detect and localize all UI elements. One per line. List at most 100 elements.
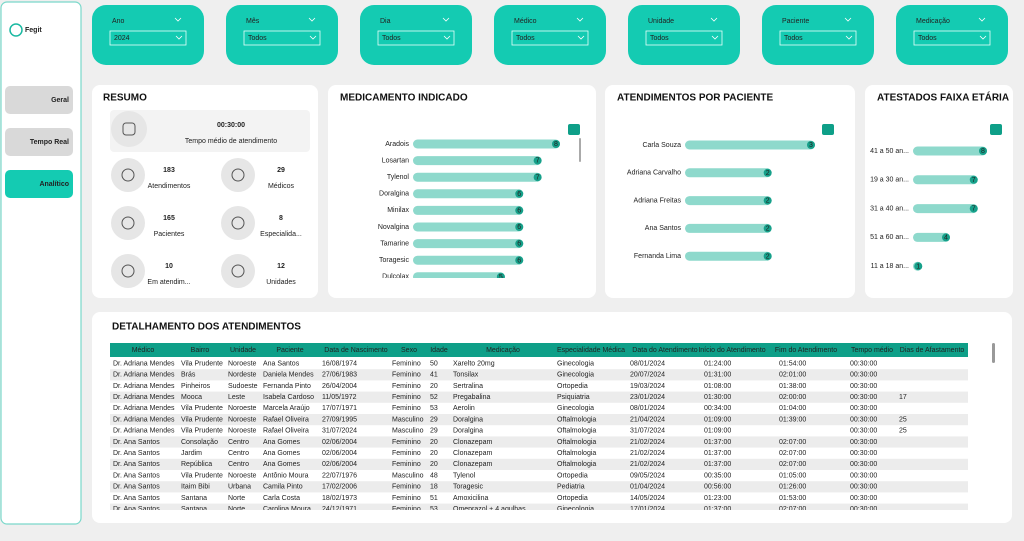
filter-value[interactable]: Todos	[650, 35, 669, 42]
chart-card	[865, 85, 1013, 298]
chevron[interactable]	[442, 17, 450, 22]
filter-label[interactable]: Mês	[246, 18, 260, 25]
nav-button[interactable]	[5, 86, 73, 114]
cell: Aerolin	[453, 405, 475, 412]
cell: 22/07/1976	[322, 472, 357, 479]
table-header	[110, 343, 968, 357]
cell: Feminino	[392, 450, 421, 457]
cell: 02:07:00	[779, 439, 806, 446]
chart-title: ATENDIMENTOS POR PACIENTE	[617, 93, 773, 104]
cell: Oftalmologia	[557, 416, 596, 423]
chevron[interactable]	[576, 17, 584, 22]
filter-label[interactable]: Ano	[112, 18, 125, 25]
cell: Dr. Adriana Mendes	[113, 372, 175, 379]
cell: Leste	[228, 394, 245, 401]
chevron[interactable]	[308, 17, 316, 22]
chart-menu-icon[interactable]	[822, 124, 834, 135]
filter-label[interactable]: Médico	[514, 18, 537, 25]
filter-dropdown[interactable]	[779, 30, 857, 46]
filter[interactable]	[226, 5, 338, 65]
value-badge	[979, 147, 987, 155]
filter-dropdown[interactable]	[377, 30, 455, 46]
cell: 02/06/2004	[322, 439, 357, 446]
chevron[interactable]	[844, 17, 852, 22]
cell: Dr. Adriana Mendes	[113, 394, 175, 401]
cell: 41	[430, 372, 438, 379]
category-label: 19 a 30 an...	[870, 177, 909, 184]
filter[interactable]	[762, 5, 874, 65]
filter-value[interactable]: Todos	[784, 35, 803, 42]
cell: Oftalmologia	[557, 450, 596, 457]
cell: Urbana	[228, 484, 251, 491]
filter-value[interactable]: Todos	[918, 35, 937, 42]
chart-menu-icon[interactable]	[568, 124, 580, 135]
kpi-value: 10	[165, 263, 173, 270]
scrollbar	[579, 138, 581, 162]
cell: 31/07/2024	[630, 428, 665, 435]
filter-value[interactable]: 2024	[114, 35, 130, 42]
nav-button[interactable]	[5, 170, 73, 198]
chevron[interactable]	[577, 35, 585, 40]
chevron[interactable]	[710, 17, 718, 22]
column-header: Unidade	[230, 347, 256, 354]
value-badge	[515, 189, 524, 198]
kpi-icon	[111, 254, 145, 288]
cell: Dr. Adriana Mendes	[113, 383, 175, 390]
chevron[interactable]	[711, 35, 719, 40]
value-badge	[552, 140, 560, 148]
kpi-icon	[111, 206, 145, 240]
nav-button[interactable]	[5, 128, 73, 156]
filter-label[interactable]: Medicação	[916, 18, 950, 25]
value-label: 6	[517, 257, 521, 264]
filter[interactable]	[628, 5, 740, 65]
cell: Santana	[181, 495, 207, 502]
filter-dropdown[interactable]	[243, 30, 321, 46]
filter[interactable]	[92, 5, 204, 65]
cell: Jardim	[181, 450, 202, 457]
filter-dropdown[interactable]	[511, 30, 589, 46]
chevron[interactable]	[174, 17, 182, 22]
cell: Ana Gomes	[263, 450, 300, 457]
chevron[interactable]	[978, 17, 986, 22]
cell: Doralgina	[453, 416, 483, 423]
cell: 00:56:00	[704, 484, 731, 491]
chevron[interactable]	[979, 35, 987, 40]
filter[interactable]	[896, 5, 1008, 65]
nav-label[interactable]: Geral	[51, 97, 69, 104]
filter-dropdown[interactable]	[913, 30, 991, 46]
table-body: Médico Bairro Unidade Paciente Data de Nasci…	[110, 343, 968, 513]
chevron[interactable]	[845, 35, 853, 40]
filter-value[interactable]: Todos	[516, 35, 535, 42]
filter-dropdown[interactable]	[645, 30, 723, 46]
nav-label[interactable]: Analítico	[39, 181, 69, 188]
filter-label[interactable]: Dia	[380, 18, 391, 25]
filter-value[interactable]: Todos	[248, 35, 267, 42]
nav-label[interactable]: Tempo Real	[30, 139, 69, 146]
cell: Dr. Adriana Mendes	[113, 416, 175, 423]
filter[interactable]	[360, 5, 472, 65]
chevron[interactable]	[309, 35, 317, 40]
filter[interactable]	[494, 5, 606, 65]
chevron[interactable]	[175, 35, 183, 40]
cell: 00:35:00	[704, 472, 731, 479]
chart-menu-icon[interactable]	[990, 124, 1002, 135]
cell: Oftalmologia	[557, 461, 596, 468]
cell: Masculino	[392, 416, 424, 423]
cell: 00:30:00	[850, 450, 877, 457]
kpi-label: Unidades	[266, 279, 296, 286]
filter-label[interactable]: Unidade	[648, 18, 674, 25]
category-label: 31 a 40 an...	[870, 205, 909, 212]
cell: 02:07:00	[779, 506, 806, 513]
value-badge	[763, 224, 772, 233]
filter-label[interactable]: Paciente	[782, 18, 809, 25]
filter-dropdown[interactable]	[109, 30, 187, 46]
cell: Carolina Moura	[263, 506, 311, 513]
filter-value[interactable]: Todos	[382, 35, 401, 42]
chevron[interactable]	[443, 35, 451, 40]
kpi-box	[110, 110, 310, 152]
chart-body: Aradois 8 Losartan 7 Tylenol 7 Doralgina 6 Minil…	[378, 139, 560, 278]
bar	[413, 156, 542, 166]
cell: Dr. Ana Santos	[113, 450, 160, 457]
cell: 02/06/2004	[322, 450, 357, 457]
cell: Mooca	[181, 394, 202, 401]
